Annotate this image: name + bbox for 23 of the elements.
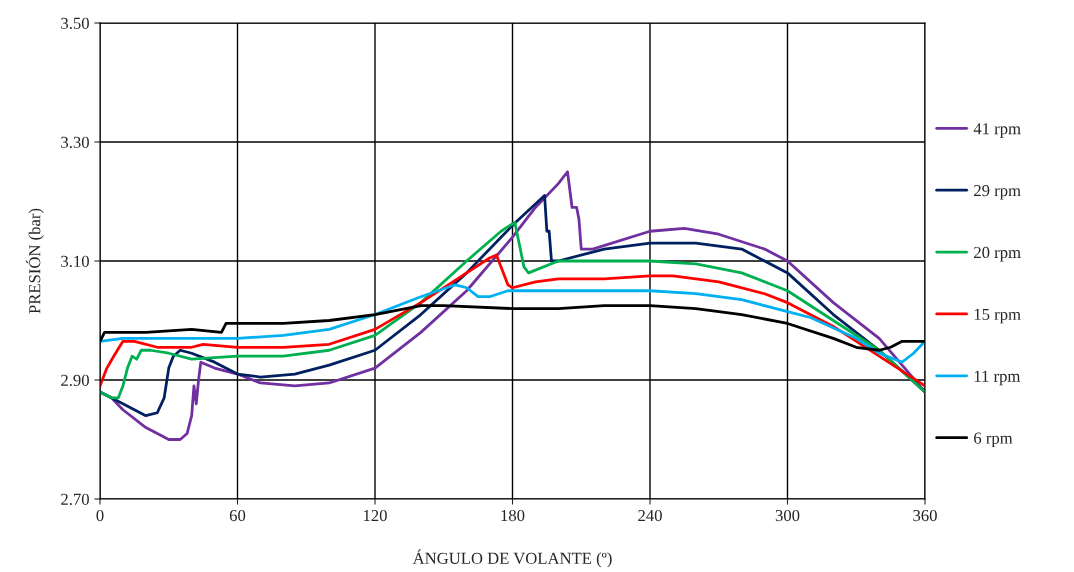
x-tick-label: 180 [501,509,525,522]
x-tick-label: 0 [96,509,104,522]
legend-label: 15 rpm [974,308,1021,324]
x-tick-label: 60 [229,509,246,522]
y-tick-label: 2.70 [61,493,89,506]
x-tick-label: 300 [775,509,800,522]
y-tick-label: 3.50 [61,17,89,30]
y-tick-label: 3.30 [61,136,89,149]
legend-label: 29 rpm [974,185,1021,200]
y-tick-label: 3.10 [61,255,89,268]
y-tick-label: 2.90 [61,374,89,387]
line-series [100,220,925,400]
x-tick-label: 360 [913,509,937,522]
line-series [100,283,925,364]
x-axis-title: ÁNGULO DE VOLANTE (º) [412,549,612,568]
legend-label: 20 rpm [974,246,1021,262]
legend-label: 6 rpm [974,432,1013,448]
x-tick-label: 120 [363,509,387,522]
line-series [100,253,925,388]
x-tick-label: 240 [638,509,662,522]
legend-label: 11 rpm [974,370,1021,386]
legend-label: 41 rpm [973,123,1021,138]
y-axis-title: PRESIÓN (bar) [25,208,44,314]
